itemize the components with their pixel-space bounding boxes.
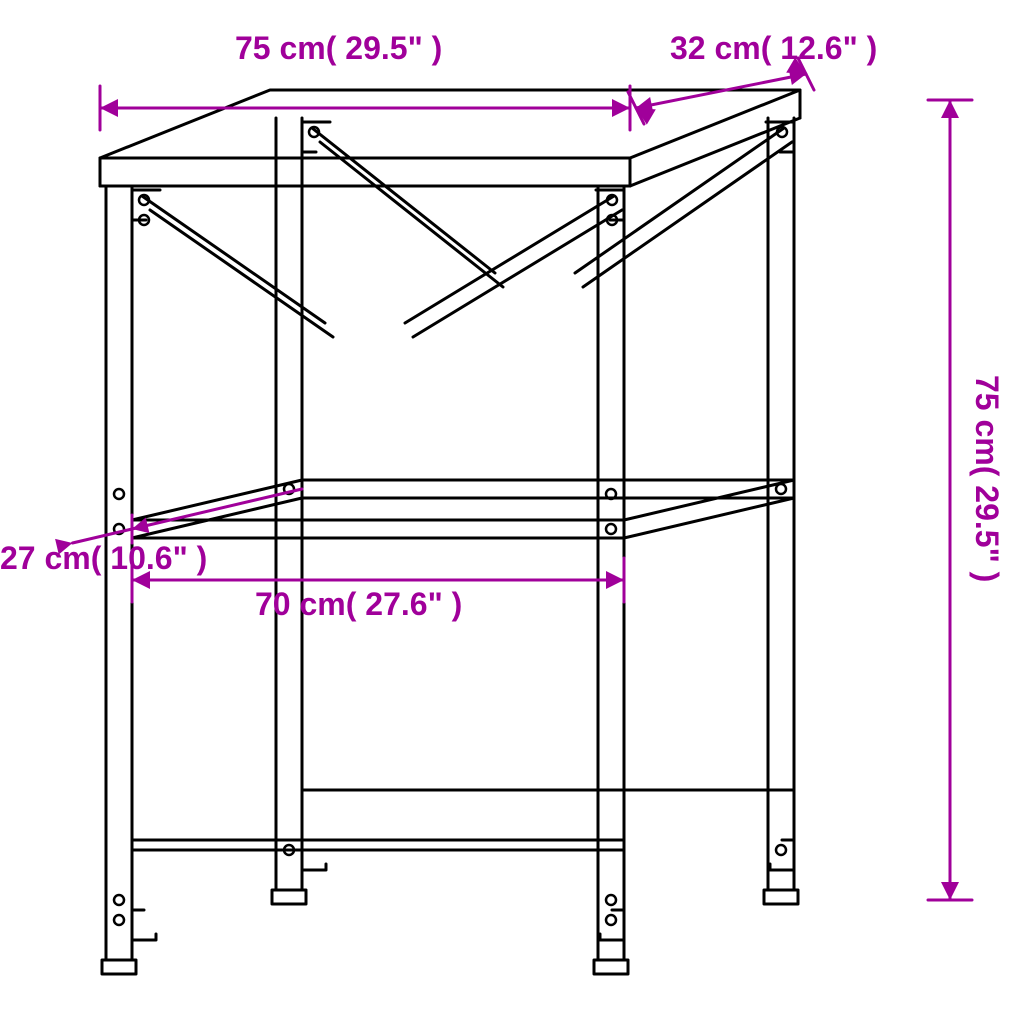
dimension-label-shelf-depth: 27 cm( 10.6" ) [0,540,200,577]
diagram-canvas: 75 cm( 29.5" ) 32 cm( 12.6" ) 75 cm( 29.… [0,0,1024,1024]
dimension-label-height: 75 cm( 29.5" ) [968,375,1005,582]
dimension-label-depth: 32 cm( 12.6" ) [670,30,877,67]
diagram-svg [0,0,1024,1024]
dimension-label-width: 75 cm( 29.5" ) [235,30,442,67]
dimension-label-shelf-width: 70 cm( 27.6" ) [255,586,462,623]
